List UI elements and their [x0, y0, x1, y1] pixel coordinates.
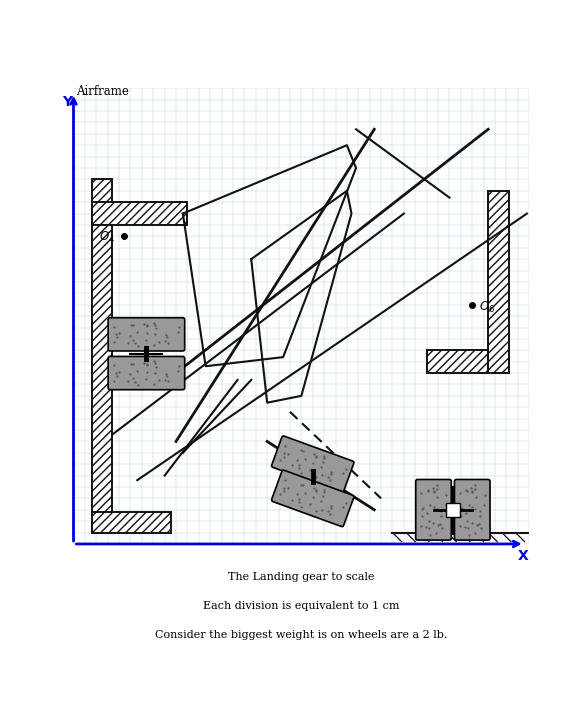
Bar	[92, 512, 172, 533]
Text: Consider the biggest weight is on wheels are a 2 lb.: Consider the biggest weight is on wheels…	[155, 630, 447, 640]
Text: Airframe: Airframe	[76, 85, 129, 98]
Text: The Landing gear to scale: The Landing gear to scale	[228, 572, 375, 582]
Bar	[488, 191, 509, 373]
Bar	[92, 202, 188, 225]
Text: $O_4$: $O_4$	[99, 230, 115, 245]
FancyBboxPatch shape	[108, 318, 185, 351]
Bar	[446, 503, 460, 517]
Text: $O_6$: $O_6$	[479, 300, 495, 315]
FancyBboxPatch shape	[416, 479, 451, 540]
FancyBboxPatch shape	[455, 479, 490, 540]
Bar	[92, 202, 188, 225]
Bar	[92, 179, 112, 533]
Bar	[427, 350, 488, 373]
Bar	[92, 179, 112, 533]
Text: X: X	[518, 549, 529, 563]
Bar	[92, 512, 172, 533]
Bar	[488, 191, 509, 373]
FancyBboxPatch shape	[108, 357, 185, 390]
Text: Y: Y	[62, 95, 72, 110]
FancyBboxPatch shape	[272, 436, 354, 492]
FancyBboxPatch shape	[272, 470, 354, 526]
Bar	[427, 350, 488, 373]
Text: Each division is equivalent to 1 cm: Each division is equivalent to 1 cm	[203, 601, 400, 611]
